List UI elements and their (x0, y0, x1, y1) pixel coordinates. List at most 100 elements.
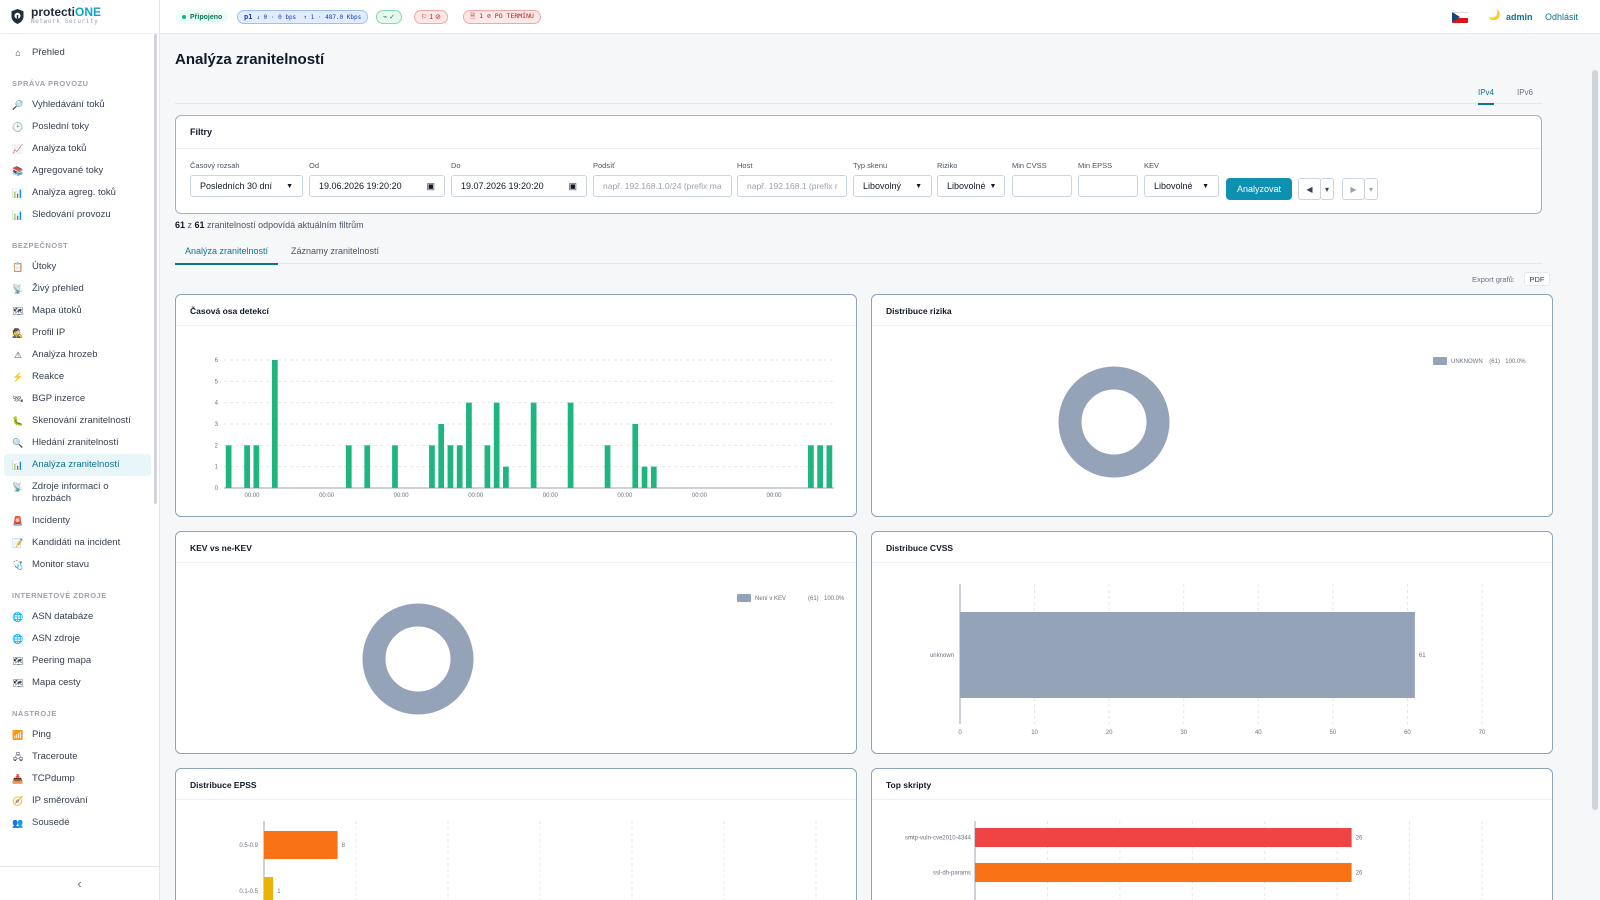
sidebar-item-profil-ip[interactable]: 🕵 Profil IP (0, 322, 159, 344)
sidebar-item-prehled[interactable]: ⌂ Přehled (0, 42, 159, 64)
sidebar-item-traceroute[interactable]: 🖧 Traceroute (0, 746, 159, 768)
analyze-button[interactable]: Analyzovat (1226, 178, 1292, 200)
tab-ipv6[interactable]: IPv6 (1517, 88, 1534, 97)
epss-bar (264, 831, 338, 859)
sidebar-item-sledovani-provozu[interactable]: 📊 Sledování provozu (0, 204, 159, 226)
host-input[interactable]: např. 192.168.1 (prefix r (737, 175, 847, 197)
sidebar-item-zdroje-informaci-o-hrozbach[interactable]: 📡 Zdroje informací o hrozbách (0, 476, 159, 510)
kev-select[interactable]: Libovolné ▼ (1144, 175, 1219, 197)
sidebar-item-asn-databaze[interactable]: 🌐 ASN databáze (0, 606, 159, 628)
min-cvss-input[interactable] (1012, 175, 1072, 197)
sidebar-item-zivy-prehled[interactable]: 📡 Živý přehled (0, 278, 159, 300)
pulse-status-badge[interactable]: ⌁ ✓ (376, 10, 403, 24)
scan-type-field: Typ skenu Libovolný ▼ (853, 161, 932, 197)
timeline-bar (429, 445, 435, 488)
filters-title: Filtry (176, 116, 1541, 149)
sidebar-item-skenovani-zranitelnosti[interactable]: 🐛 Skenování zranitelností (0, 410, 159, 432)
x-tick-label: 40 (1255, 730, 1262, 736)
sidebar-item-mapa-cesty[interactable]: 🗺 Mapa cesty (0, 672, 159, 694)
subnet-input[interactable]: např. 192.168.1.0/24 (prefix ma (593, 175, 732, 197)
username[interactable]: admin (1506, 12, 1533, 22)
sidebar-item-analyza-zranitelnosti[interactable]: 📊 Analýza zranitelností (4, 454, 151, 476)
chevron-down-icon: ▼ (915, 182, 922, 190)
sidebar-item-analyza-agreg-toku[interactable]: 📊 Analýza agreg. toků (0, 182, 159, 204)
sidebar-item-mapa-utoku[interactable]: 🗺 Mapa útoků (0, 300, 159, 322)
sidebar-item-kandidati-na-incident[interactable]: 📝 Kandidáti na incident (0, 532, 159, 554)
traffic-badge[interactable]: p1 ↓ 0 · 0 bps ↑ 1 · 487.0 Kbps (237, 10, 369, 24)
page-scrollbar[interactable] (1592, 70, 1598, 810)
export-pdf-button[interactable]: PDF (1524, 272, 1550, 286)
legend-count: (61) (1489, 359, 1500, 365)
chart-title: Časová osa detekcí (176, 295, 856, 326)
time-range-select[interactable]: Posledních 30 dní ▼ (190, 175, 303, 197)
status-dot-icon (182, 15, 186, 19)
sidebar-item-bgp-inzerce[interactable]: 🛰 BGP inzerce (0, 388, 159, 410)
sidebar-item-posledni-toky[interactable]: 🕑 Poslední toky (0, 116, 159, 138)
timeline-bar (271, 360, 278, 488)
chevron-down-icon: ▼ (1202, 182, 1209, 190)
min-epss-input[interactable] (1078, 175, 1138, 197)
nav-icon: 🌐 (12, 612, 24, 622)
sidebar-item-tcpdump[interactable]: 📥 TCPdump (0, 768, 159, 790)
brand-subtitle: Network Security (31, 17, 99, 25)
sidebar-item-analyza-toku[interactable]: 📈 Analýza toků (0, 138, 159, 160)
sidebar-item-utoky[interactable]: 📋 Útoky (0, 256, 159, 278)
timeline-bar (392, 445, 398, 488)
scan-type-select[interactable]: Libovolný ▼ (853, 175, 932, 197)
chevron-down-icon: ▼ (989, 182, 997, 190)
export-charts-label: Export grafů: (1472, 275, 1515, 284)
logout-link[interactable]: Odhlásit (1545, 12, 1579, 22)
y-tick-label: 0 (215, 486, 219, 492)
sidebar-item-label: Incidenty (32, 515, 71, 526)
czech-flag-icon[interactable] (1452, 12, 1468, 23)
nav-icon: 📈 (12, 144, 24, 154)
subnet-field: Podsíť např. 192.168.1.0/24 (prefix ma (593, 161, 732, 197)
sidebar-item-sousede[interactable]: 👥 Sousedé (0, 812, 159, 834)
sidebar-item-monitor-stavu[interactable]: 🩺 Monitor stavu (0, 554, 159, 576)
sidebar-item-ping[interactable]: 📶 Ping (0, 724, 159, 746)
sidebar-item-agregovane-toky[interactable]: 📚 Agregované toky (0, 160, 159, 182)
previous-period-button[interactable]: ◀ (1298, 178, 1321, 200)
sidebar-item-label: Mapa cesty (32, 677, 81, 688)
sidebar-scrollbar[interactable] (154, 34, 157, 504)
sidebar-item-label: Analýza zranitelností (32, 459, 120, 470)
sidebar-item-asn-zdroje[interactable]: 🌐 ASN zdroje (0, 628, 159, 650)
nav-icon: 🕑 (12, 122, 24, 132)
from-datetime-input[interactable]: 19.06.2026 19:20:20 ▣ (309, 175, 445, 197)
flag-alert-badge[interactable]: ⚐ 1 ⊘ (414, 10, 448, 24)
sidebar-item-peering-mapa[interactable]: 🗺 Peering mapa (0, 650, 159, 672)
sidebar-item-vyhledavani-toku[interactable]: 🔎 Vyhledávání toků (0, 94, 159, 116)
risk-select[interactable]: Libovolné ▼ (937, 175, 1005, 197)
previous-options-dropdown[interactable]: ▾ (1320, 178, 1334, 200)
to-datetime-input[interactable]: 19.07.2026 19:20:20 ▣ (451, 175, 587, 197)
next-options-dropdown[interactable]: ▾ (1364, 178, 1378, 200)
collapse-sidebar-button[interactable]: ‹ (0, 866, 159, 900)
tab-ipv4[interactable]: IPv4 (1478, 88, 1495, 105)
bar-value-label: 26 (1356, 871, 1363, 877)
nav-icon: 📶 (12, 730, 24, 740)
sidebar-item-label: ASN databáze (32, 611, 94, 622)
next-period-button[interactable]: ▶ (1342, 178, 1365, 200)
sidebar-item-label: Poslední toky (32, 121, 90, 132)
tab-vulnerability-analysis[interactable]: Analýza zranitelností (175, 246, 279, 265)
topbar: Připojeno p1 ↓ 0 · 0 bps ↑ 1 · 487.0 Kbps… (160, 0, 1600, 34)
dark-mode-moon-icon[interactable]: 🌙 (1488, 10, 1501, 21)
sidebar-item-ip-smerovani[interactable]: 🧭 IP směrování (0, 790, 159, 812)
nav-icon: 👥 (12, 818, 24, 828)
page-title: Analýza zranitelností (175, 51, 325, 68)
tab-vulnerability-records[interactable]: Záznamy zranitelností (291, 246, 380, 256)
y-category-label: 0.1-0.5 (239, 889, 258, 895)
nav-icon: 🗺 (12, 678, 24, 688)
brand[interactable]: protectiONE Network Security (0, 0, 159, 34)
x-tick-label: 00:00 (543, 493, 559, 499)
sidebar-item-hledani-zranitelnosti[interactable]: 🔍 Hledání zranitelností (0, 432, 159, 454)
x-tick-label: 30 (1180, 730, 1187, 736)
detection-timeline-card: Časová osa detekcí 0 1 2 3 4 5 6 00:00 00:00 00:0… (175, 294, 857, 517)
sidebar: protectiONE Network Security ⌂ Přehled SPR… (0, 0, 160, 900)
overdue-badge[interactable]: 🗎 1 ⊘ PO TERMÍNU (463, 10, 541, 24)
risk-field: Riziko Libovolné ▼ (937, 161, 1005, 197)
sidebar-item-incidenty[interactable]: 🚨 Incidenty (0, 510, 159, 532)
results-summary: 61 z 61 zranitelností odpovídá aktuálním… (175, 220, 364, 230)
sidebar-item-reakce[interactable]: ⚡ Reakce (0, 366, 159, 388)
sidebar-item-analyza-hrozeb[interactable]: ⚠ Analýza hrozeb (0, 344, 159, 366)
